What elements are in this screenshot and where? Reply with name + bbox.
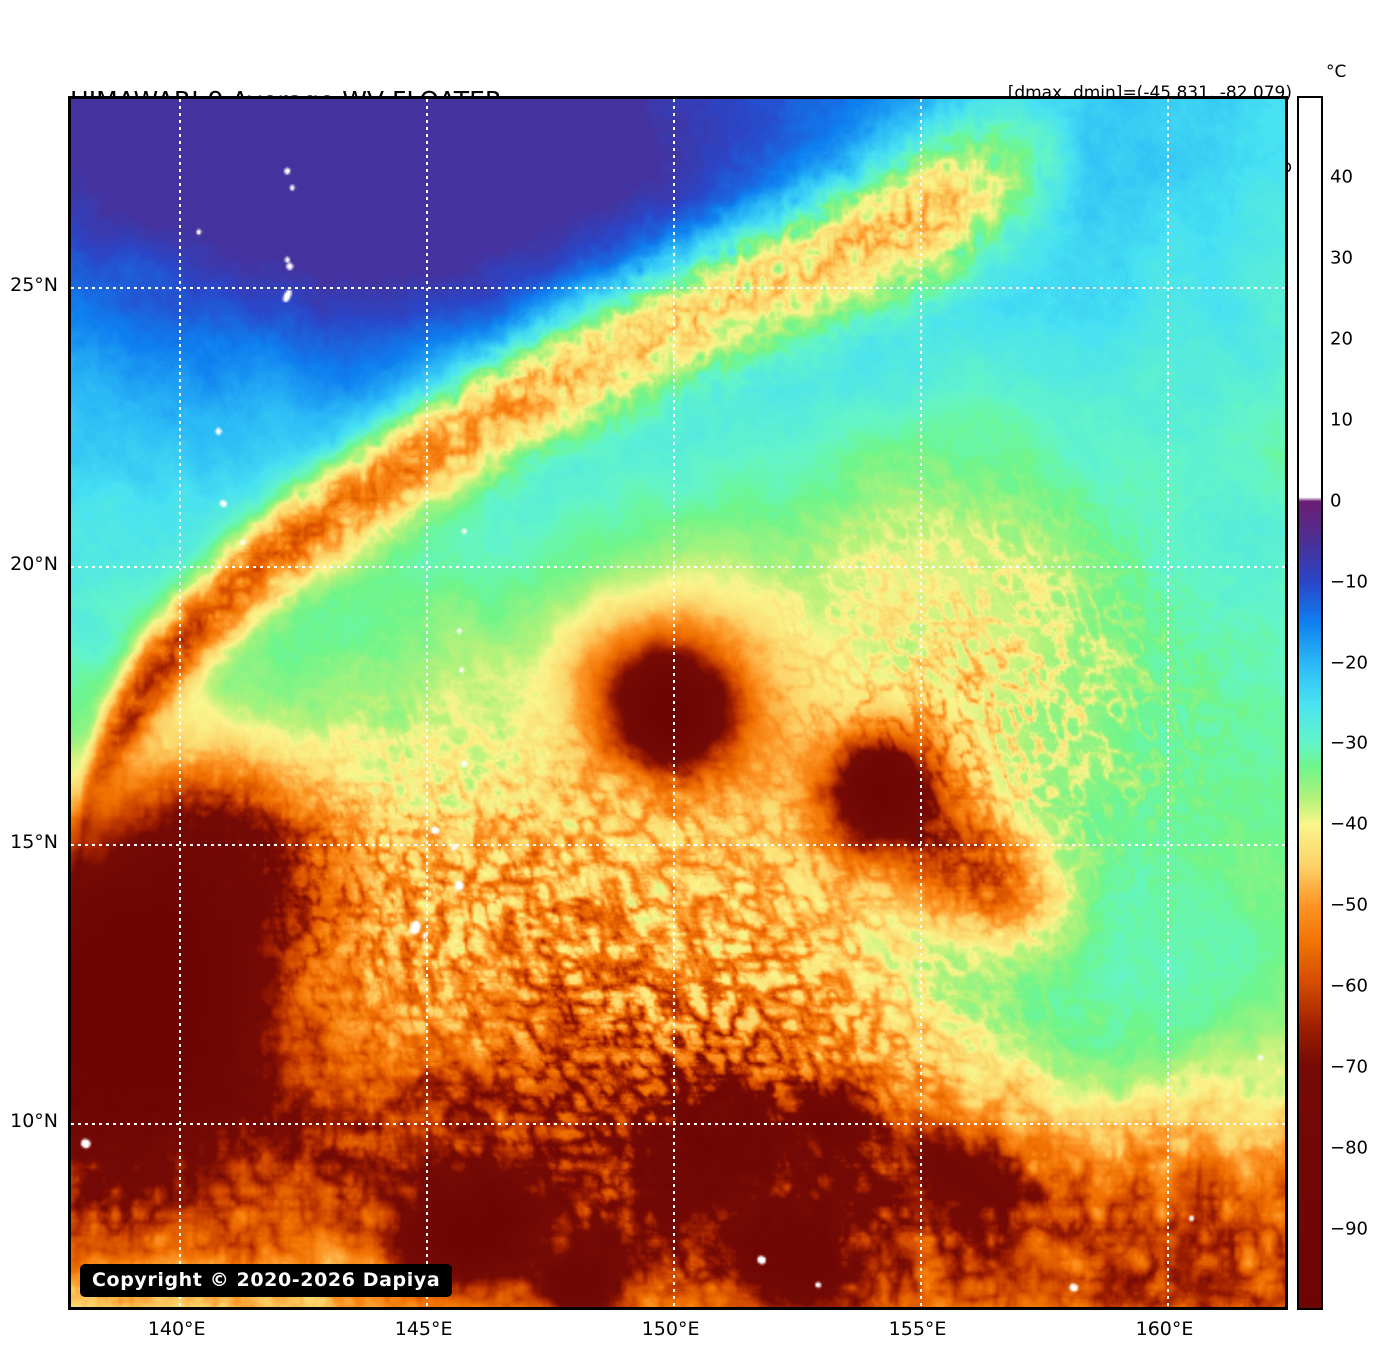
colorbar[interactable] [1297,96,1323,1310]
x-tick-label: 160°E [1135,1318,1194,1340]
satellite-image-panel[interactable]: Copyright © 2020-2026 Dapiya [68,96,1288,1310]
y-tick-label: 25°N [10,274,58,297]
colorbar-tick-label: −30 [1330,732,1368,754]
colorbar-tick-label: −80 [1330,1137,1368,1159]
colorbar-tick-label: −90 [1330,1218,1368,1240]
colorbar-tick-label: 30 [1330,247,1353,269]
colorbar-gradient [1299,98,1321,1308]
colorbar-unit-label: °C [1326,62,1347,82]
colorbar-tick-label: 0 [1330,490,1342,512]
x-tick-label: 155°E [888,1318,947,1340]
colorbar-tick-label: −60 [1330,975,1368,997]
y-tick-label: 20°N [10,552,58,575]
water-vapor-imagery [71,99,1285,1307]
x-tick-label: 150°E [641,1318,700,1340]
colorbar-tick-label: −10 [1330,571,1368,593]
colorbar-tick-label: −40 [1330,813,1368,835]
colorbar-tick-label: 10 [1330,409,1353,431]
colorbar-tick-label: −70 [1330,1056,1368,1078]
x-tick-label: 145°E [394,1318,453,1340]
x-tick-label: 140°E [147,1318,206,1340]
colorbar-tick-label: 20 [1330,328,1353,350]
colorbar-tick-label: 40 [1330,166,1353,188]
colorbar-tick-label: −20 [1330,652,1368,674]
colorbar-tick-label: −50 [1330,894,1368,916]
y-tick-label: 15°N [10,831,58,854]
y-tick-label: 10°N [10,1109,58,1132]
copyright-banner: Copyright © 2020-2026 Dapiya [80,1264,453,1297]
